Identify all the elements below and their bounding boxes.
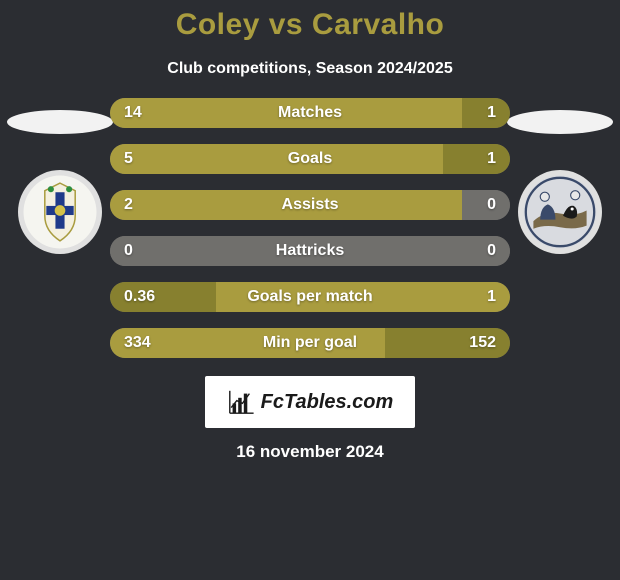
page-title: Coley vs Carvalho bbox=[0, 8, 620, 42]
stat-label: Matches bbox=[278, 104, 342, 122]
club-badge-left bbox=[18, 170, 102, 254]
crest-left-icon bbox=[22, 174, 98, 250]
stat-value-right: 1 bbox=[487, 104, 496, 122]
stat-label: Goals bbox=[288, 150, 332, 168]
stat-value-left: 334 bbox=[124, 334, 151, 352]
player-right-column bbox=[500, 98, 620, 254]
stat-value-right: 1 bbox=[487, 150, 496, 168]
bar-fill-left bbox=[110, 144, 443, 174]
stat-bar: 14 1 Matches bbox=[110, 98, 510, 128]
bar-fill-right bbox=[462, 98, 510, 128]
stat-value-right: 0 bbox=[487, 196, 496, 214]
branding-logo-icon bbox=[227, 388, 255, 416]
main-content: 14 1 Matches 5 1 Goals 2 0 Assists 0 0 Hattricks 0.3… bbox=[0, 98, 620, 358]
bar-fill-right bbox=[443, 144, 510, 174]
stat-bar: 0 0 Hattricks bbox=[110, 236, 510, 266]
stat-label: Assists bbox=[282, 196, 339, 214]
stat-value-left: 0 bbox=[124, 242, 133, 260]
flag-right-icon bbox=[507, 110, 613, 134]
branding: FcTables.com bbox=[205, 376, 415, 428]
stat-value-right: 1 bbox=[487, 288, 496, 306]
stat-value-left: 14 bbox=[124, 104, 142, 122]
stat-bar: 0.36 1 Goals per match bbox=[110, 282, 510, 312]
club-badge-right bbox=[518, 170, 602, 254]
player-left-column bbox=[0, 98, 120, 254]
stat-value-right: 152 bbox=[469, 334, 496, 352]
stat-value-left: 2 bbox=[124, 196, 133, 214]
stat-bar: 334 152 Min per goal bbox=[110, 328, 510, 358]
stat-value-right: 0 bbox=[487, 242, 496, 260]
subtitle: Club competitions, Season 2024/2025 bbox=[0, 60, 620, 78]
crest-right-icon bbox=[522, 174, 598, 250]
header: Coley vs Carvalho Club competitions, Sea… bbox=[0, 0, 620, 78]
bar-fill-right bbox=[462, 190, 510, 220]
flag-left-icon bbox=[7, 110, 113, 134]
stat-value-left: 5 bbox=[124, 150, 133, 168]
stat-label: Hattricks bbox=[276, 242, 344, 260]
stat-bar: 2 0 Assists bbox=[110, 190, 510, 220]
stat-label: Min per goal bbox=[263, 334, 357, 352]
stats-bars: 14 1 Matches 5 1 Goals 2 0 Assists 0 0 Hattricks 0.3… bbox=[110, 98, 510, 358]
date-label: 16 november 2024 bbox=[0, 442, 620, 462]
stat-bar: 5 1 Goals bbox=[110, 144, 510, 174]
branding-text: FcTables.com bbox=[261, 391, 394, 414]
stat-label: Goals per match bbox=[247, 288, 372, 306]
stat-value-left: 0.36 bbox=[124, 288, 155, 306]
footer: FcTables.com 16 november 2024 bbox=[0, 376, 620, 462]
